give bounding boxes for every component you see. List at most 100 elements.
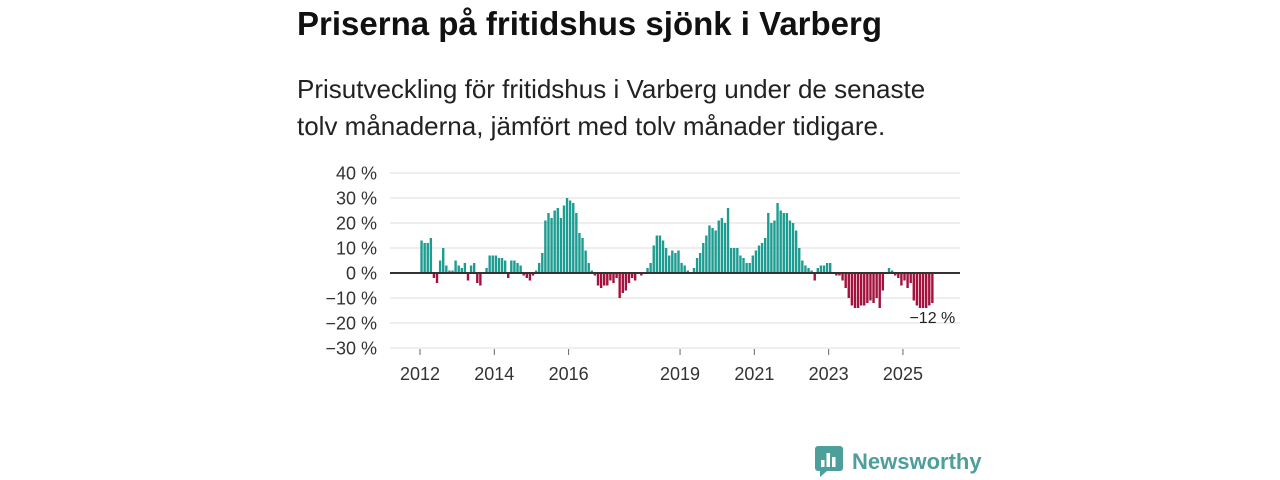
bar-positive [739, 255, 742, 273]
bar-positive [748, 263, 751, 273]
bar-negative [909, 273, 912, 283]
bar-negative [850, 273, 854, 306]
bar-positive [794, 230, 798, 273]
bar-negative [859, 273, 863, 306]
bar-negative [621, 273, 624, 293]
y-tick-label: 40 % [336, 164, 377, 184]
bar-negative [838, 273, 841, 276]
bar-positive [652, 245, 655, 273]
bar-positive [584, 250, 587, 273]
bar-negative [869, 273, 872, 301]
bar-positive [544, 220, 547, 273]
bar-negative [618, 273, 621, 298]
bar-positive [714, 230, 717, 273]
x-tick-label: 2023 [809, 364, 849, 384]
bar-positive [686, 270, 689, 273]
bar-positive [726, 208, 730, 273]
bar-positive [534, 270, 538, 273]
bar-positive [819, 265, 823, 273]
y-tick-label: 0 % [346, 264, 377, 284]
last-value-label: −12 % [909, 310, 955, 327]
y-tick-label: −30 % [325, 339, 377, 359]
bar-negative [528, 273, 532, 281]
bar-positive [801, 260, 804, 273]
bar-negative [624, 273, 628, 291]
bar-positive [757, 245, 761, 273]
bar-positive [733, 248, 736, 273]
bar-positive [438, 260, 442, 273]
bar-negative [466, 273, 470, 281]
bar-negative [897, 273, 900, 278]
bar-positive [698, 253, 702, 273]
bar-negative [878, 273, 881, 308]
y-tick-label: 30 % [336, 189, 377, 209]
logo-bar [832, 457, 836, 467]
bar-negative [435, 273, 439, 283]
x-tick-label: 2019 [660, 364, 700, 384]
bar-positive [445, 265, 448, 273]
bar-positive [810, 270, 813, 273]
subtitle-line-1: Prisutveckling för fritidshus i Varberg … [297, 74, 926, 104]
x-tick-label: 2021 [734, 364, 774, 384]
bar-positive [723, 223, 727, 273]
bar-positive [668, 255, 671, 273]
bar-negative [875, 273, 878, 298]
bar-positive [702, 243, 705, 273]
bar-negative [627, 273, 631, 283]
x-tick-label: 2025 [883, 364, 923, 384]
bar-negative [596, 273, 600, 286]
bar-positive [890, 270, 894, 273]
gridlines [390, 172, 960, 349]
bar-positive [537, 263, 541, 273]
bar-positive [822, 265, 826, 273]
bar-negative [881, 273, 885, 291]
logo-bar [826, 453, 830, 467]
bar-positive [692, 268, 696, 273]
bar-positive [649, 263, 652, 273]
bar-positive [423, 243, 426, 273]
bar-positive [754, 250, 758, 273]
bar-positive [816, 268, 820, 273]
bar-positive [565, 198, 569, 273]
bar-negative [918, 273, 922, 308]
bar-negative [866, 273, 869, 303]
bar-negative [853, 273, 857, 308]
bar-positive [457, 265, 460, 273]
bar-positive [720, 218, 724, 273]
bar-positive [708, 225, 711, 273]
bar-positive [791, 223, 795, 273]
bar-positive [683, 265, 686, 273]
bar-positive [717, 220, 720, 273]
bar-negative [872, 273, 875, 303]
bar-positive [494, 255, 498, 273]
bar-positive [763, 238, 767, 273]
bar-positive [680, 263, 683, 273]
y-tick-label: −20 % [325, 314, 377, 334]
bar-negative [928, 273, 931, 306]
bar-negative [912, 273, 915, 301]
bar-negative [522, 273, 525, 276]
bar-positive [773, 220, 776, 273]
bar-negative [432, 273, 436, 278]
bar-negative [863, 273, 866, 306]
bar-negative [900, 273, 903, 286]
bar-positive [664, 248, 668, 273]
bar-positive [472, 263, 476, 273]
bar-positive [658, 235, 662, 273]
bar-positive [776, 203, 779, 273]
bar-negative [921, 273, 925, 308]
bar-positive [807, 268, 810, 273]
bar-negative [835, 273, 838, 276]
y-tick-label: 20 % [336, 214, 377, 234]
bar-negative [507, 273, 510, 278]
bar-negative [931, 273, 934, 303]
logo-bar [821, 460, 825, 467]
y-tick-label: −10 % [325, 289, 377, 309]
bar-negative [813, 273, 816, 281]
bar-positive [488, 255, 491, 273]
chart-title: Priserna på fritidshus sjönk i Varberg [297, 5, 883, 42]
bar-positive [426, 243, 429, 273]
bar-positive [460, 268, 463, 273]
bar-positive [562, 205, 566, 273]
bar-positive [451, 270, 454, 273]
